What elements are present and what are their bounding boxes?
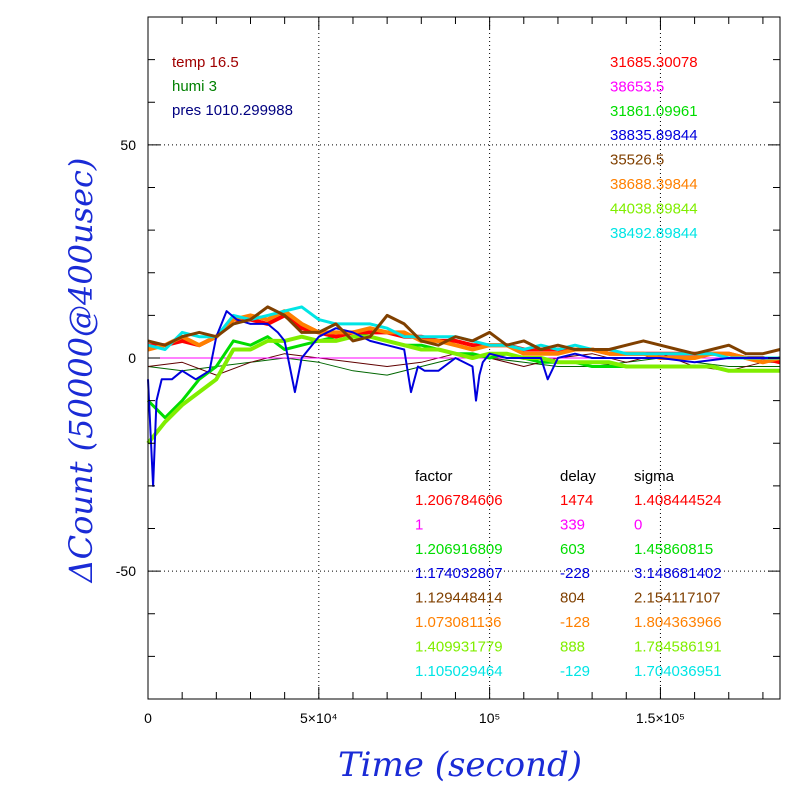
table-cell: 1.45860815 bbox=[634, 541, 713, 558]
series-line-4 bbox=[147, 305, 781, 356]
table-cell: 1.408444524 bbox=[634, 492, 722, 509]
condition-text: humi 3 bbox=[172, 78, 217, 95]
baseline-value: 31861.09961 bbox=[610, 103, 698, 120]
baseline-value: 31685.30078 bbox=[610, 54, 698, 71]
baseline-value: 38835.89844 bbox=[610, 127, 698, 144]
x-tick-label: 10⁵ bbox=[479, 710, 500, 726]
x-axis-label: Time (second) bbox=[338, 745, 582, 785]
baseline-values: 31685.30078 38653.5 31861.09961 38835.89844… bbox=[610, 54, 698, 242]
table-header: delay bbox=[560, 468, 596, 485]
table-cell: 1.174032807 bbox=[415, 565, 503, 582]
table-cell: 1.206916809 bbox=[415, 541, 503, 558]
table-cell: 1474 bbox=[560, 492, 593, 509]
tick-labels: 0 5×10⁴ 10⁵ 1.5×10⁵ -50 0 50 bbox=[116, 137, 685, 726]
table-cell: 339 bbox=[560, 516, 585, 533]
x-tick-label: 1.5×10⁵ bbox=[636, 710, 685, 726]
x-tick-label: 5×10⁴ bbox=[300, 710, 338, 726]
table-cell: 0 bbox=[634, 516, 642, 533]
table-cell: 888 bbox=[560, 638, 585, 655]
baseline-value: 35526.5 bbox=[610, 152, 664, 169]
axis-ticks bbox=[147, 16, 780, 700]
table-cell: 1.206784606 bbox=[415, 492, 503, 509]
y-tick-label: 0 bbox=[128, 350, 136, 366]
table-header: sigma bbox=[634, 468, 675, 485]
table-cell: 1.784586191 bbox=[634, 638, 722, 655]
table-cell: -228 bbox=[560, 565, 590, 582]
table-cell: -128 bbox=[560, 614, 590, 631]
table-cell: 804 bbox=[560, 590, 585, 607]
baseline-value: 38653.5 bbox=[610, 78, 664, 95]
table-cell: 1.704036951 bbox=[634, 663, 722, 680]
series-line-6 bbox=[146, 334, 780, 445]
table-cell: 1.073081136 bbox=[415, 614, 501, 631]
condition-text: temp 16.5 bbox=[172, 54, 239, 71]
condition-text: pres 1010.299988 bbox=[172, 102, 293, 119]
table-cell: 1 bbox=[415, 516, 423, 533]
table-cell: 2.154117107 bbox=[634, 590, 720, 607]
table-cell: 1.129448414 bbox=[415, 590, 503, 607]
table-cell: 1.804363966 bbox=[634, 614, 722, 631]
series-line-9 bbox=[147, 353, 780, 376]
y-tick-label: -50 bbox=[116, 563, 136, 579]
fit-table: factor delay sigma 1.206784606 1474 1.4084445… bbox=[415, 468, 722, 680]
table-cell: 3.148681402 bbox=[634, 565, 722, 582]
conditions-block: temp 16.5 humi 3 pres 1010.299988 bbox=[172, 54, 293, 119]
baseline-value: 38492.89844 bbox=[610, 225, 698, 242]
baseline-value: 38688.39844 bbox=[610, 176, 698, 193]
series-line-2 bbox=[146, 330, 780, 420]
series-line-3 bbox=[147, 310, 780, 487]
y-tick-label: 50 bbox=[120, 137, 136, 153]
table-cell: 1.409931779 bbox=[415, 638, 503, 655]
table-cell: 1.105029464 bbox=[415, 663, 503, 680]
table-cell: -129 bbox=[560, 663, 590, 680]
table-header: factor bbox=[415, 468, 453, 485]
table-cell: 603 bbox=[560, 541, 585, 558]
y-axis-label: ΔCount (50000@400usec) bbox=[62, 158, 100, 585]
series-lines bbox=[146, 305, 781, 487]
x-tick-label: 0 bbox=[144, 710, 152, 726]
baseline-value: 44038.89844 bbox=[610, 200, 698, 217]
